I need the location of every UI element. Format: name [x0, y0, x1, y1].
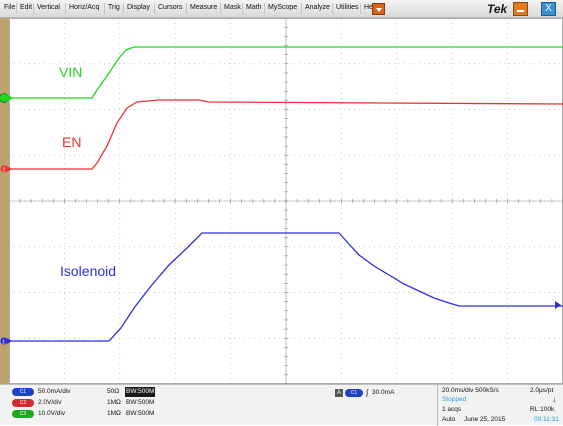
ch1-marker-icon[interactable] [0, 337, 8, 345]
label-en: EN [62, 134, 81, 150]
menu-analyze[interactable]: Analyze [301, 3, 333, 14]
ch1-marker-label: 1 [2, 339, 5, 345]
tek-logo: Tek [487, 2, 508, 16]
channel-markers: 2 1 [0, 93, 13, 345]
menu-display[interactable]: Display [123, 3, 153, 14]
trigger-readout[interactable]: A C1 ∫ 30.0mA [335, 388, 430, 399]
ch3-badge: C3 [12, 410, 34, 418]
menu-edit[interactable]: Edit [16, 3, 35, 14]
record-length: RL:100k [530, 406, 555, 413]
ch2-impedance: 1MΩ [107, 399, 121, 406]
ch1-bandwidth: BW:500M [125, 387, 156, 397]
trigger-mode: Auto [442, 416, 456, 423]
menu-cursors[interactable]: Cursors [154, 3, 186, 14]
close-icon[interactable]: X [541, 2, 556, 16]
trigger-source: A [335, 389, 343, 397]
ch2-bandwidth: BW:500M [126, 399, 155, 406]
ch2-arrow-icon [7, 166, 12, 172]
waveform-en [9, 99, 563, 170]
menu-horiz-acq[interactable]: Horiz/Acq [65, 3, 102, 14]
stop-arrow-icon: ↓ [552, 394, 557, 404]
menu-dropdown-icon[interactable] [372, 3, 385, 15]
label-isolenoid: Isolenoid [60, 263, 116, 279]
menu-file[interactable]: File [4, 4, 16, 11]
menu-trig[interactable]: Trig [104, 3, 123, 14]
ch1-arrow-icon [7, 338, 12, 344]
waveform-isolenoid [9, 232, 563, 342]
ch1-scale: 50.0mA/div [38, 388, 71, 395]
menu-help[interactable]: Help [360, 3, 381, 14]
acq-state: Stopped [442, 396, 467, 403]
menu-vertical[interactable]: Vertical [33, 3, 63, 14]
timebase: 20.0ms/div 500kS/s [442, 387, 499, 394]
waveform-display[interactable]: VIN EN Isolenoid [9, 18, 563, 384]
acq-count: 1 acqs [442, 406, 462, 413]
menu-utilities[interactable]: Utilities [332, 3, 362, 14]
resolution: 2.0µs/pt [530, 387, 554, 394]
ch2-marker-icon[interactable] [0, 165, 8, 173]
menu-math[interactable]: Math [242, 3, 265, 14]
acq-date: June 25, 2015 [464, 416, 506, 423]
ch3-bandwidth: BW:500M [126, 410, 155, 417]
menu-mask[interactable]: Mask [220, 3, 244, 14]
ch2-scale: 2.0V/div [38, 399, 62, 406]
ch2-marker-label: 2 [2, 167, 5, 173]
menu-bar: File Edit Vertical Horiz/Acq Trig Displa… [0, 0, 563, 18]
acq-time: 09:11:31 [534, 416, 559, 423]
ch3-impedance: 1MΩ [107, 410, 121, 417]
trigger-channel-badge: C1 [345, 389, 363, 397]
ch1-badge: C1 [12, 388, 34, 396]
ch1-impedance: 50Ω [107, 388, 120, 395]
ch3-scale: 10.0V/div [38, 410, 66, 417]
waveform-vin [9, 46, 563, 99]
trigger-slope-icon: ∫ [366, 388, 369, 397]
ch2-badge: C2 [12, 399, 34, 407]
graticule [9, 18, 563, 384]
acquisition-readout[interactable]: 20.0ms/div 500kS/s 2.0µs/pt Stopped ↓ 1 … [437, 385, 563, 426]
label-vin: VIN [59, 64, 82, 80]
menu-myscope[interactable]: MyScope [264, 3, 300, 14]
minimize-icon[interactable] [513, 2, 528, 16]
trigger-level: 30.0mA [372, 389, 395, 396]
right-edge-marker-icon [555, 301, 561, 309]
channel-marker-bar [0, 18, 9, 384]
ch3-arrow-icon [7, 94, 13, 102]
menu-measure[interactable]: Measure [186, 3, 220, 14]
status-panel: C1 50.0mA/div 50Ω BW:500M C2 2.0V/div 1M… [0, 384, 563, 426]
